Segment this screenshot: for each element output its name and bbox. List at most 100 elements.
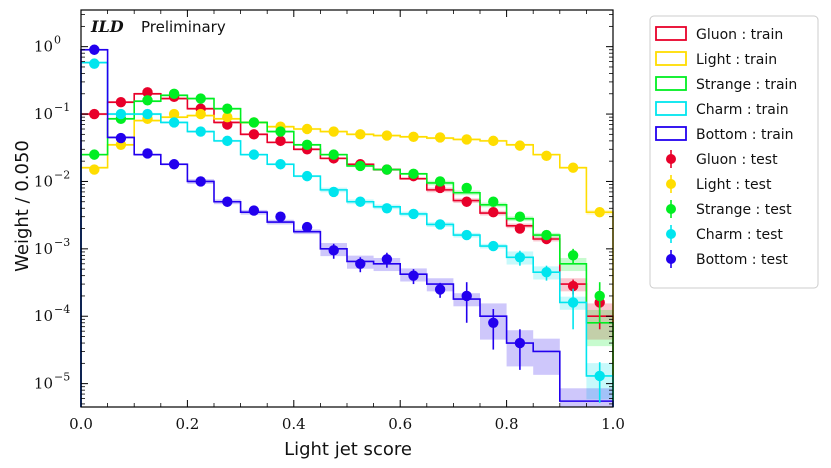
test-data-point [195,176,206,187]
train-uncertainty-band [559,388,587,407]
test-data-point [168,117,180,128]
test-data-point [328,149,339,160]
test-data-point [594,370,605,382]
test-data-point [328,245,339,256]
legend-test-label: Gluon : test [696,152,778,168]
test-data-point [514,337,526,349]
test-data-point [381,254,393,265]
test-data-point [168,88,180,99]
test-data-point [408,168,419,179]
test-data-point [115,132,127,144]
test-data-point [488,206,499,218]
test-data-point [434,219,446,230]
legend-test-label: Light : test [696,177,772,193]
test-data-point [434,284,446,295]
test-data-point [381,164,393,175]
test-data-point [89,149,100,160]
test-data-point [89,108,100,120]
test-data-point [248,205,260,216]
test-data-point [142,148,153,159]
y-tick-label: 10 [34,105,53,123]
y-tick-exponent: −3 [54,236,70,249]
test-data-point [142,95,153,106]
legend-train-swatch [655,76,687,91]
test-data-point [461,134,472,145]
test-data-point [142,87,153,98]
y-tick-label: 10 [34,38,53,56]
y-tick-exponent: −5 [54,371,70,384]
test-data-point [408,208,419,220]
test-data-point [168,108,180,120]
test-data-point [541,229,552,241]
test-data-point [195,126,206,137]
test-data-point [408,131,419,142]
test-data-point [594,290,605,302]
test-data-point [275,159,286,170]
test-data-point [355,258,366,269]
test-data-point [115,108,127,120]
test-data-point [514,211,526,222]
test-data-point [248,149,260,160]
test-data-point [488,196,499,207]
legend: Gluon : train Light : train Strange : trai… [649,15,819,289]
legend-test-label: Charm : test [696,227,783,243]
test-data-point [328,126,339,137]
test-data-point [89,58,100,69]
test-data-point [488,240,499,252]
legend-train-label: Charm : train [696,102,789,118]
test-data-point [541,267,552,278]
test-points [89,44,605,403]
legend-test-marker [666,204,676,214]
test-data-point [461,182,472,194]
x-tick-label: 1.0 [601,415,625,433]
test-data-point [222,196,233,207]
test-data-point [275,126,286,137]
test-data-point [248,117,260,128]
y-tick-exponent: −4 [54,303,70,316]
test-data-point [461,196,472,207]
test-data-point [328,186,339,198]
test-data-point [89,164,100,175]
legend-train-swatch [655,126,687,141]
x-tick-label: 0.0 [69,415,93,433]
y-tick-label: 10 [34,375,53,393]
test-data-point [541,150,552,162]
x-tick-label: 0.8 [495,415,519,433]
x-tick-label: 0.4 [282,415,306,433]
legend-train-swatch [655,26,687,41]
test-data-point [89,44,100,55]
test-data-point [275,211,286,222]
test-data-point [488,135,499,147]
test-data-point [355,196,366,207]
y-tick-exponent: −1 [54,101,70,114]
test-data-point [381,203,393,214]
test-data-point [567,162,579,173]
legend-train-label: Bottom : train [696,127,794,143]
test-data-point [222,119,233,130]
legend-test-label: Strange : test [696,202,792,218]
train-histogram-line [80,94,614,407]
legend-train-swatch [655,101,687,116]
legend-train-label: Strange : train [696,77,797,93]
legend-test-marker [666,229,676,239]
test-data-point [195,93,206,104]
test-data-point [567,280,579,292]
test-data-point [514,252,526,263]
legend-train-label: Light : train [696,52,777,68]
test-data-point [142,108,153,120]
x-axis-title: Light jet score [284,439,412,460]
test-data-point [514,140,526,151]
test-data-point [168,159,180,170]
legend-test-marker [666,179,676,189]
preliminary-label: Preliminary [141,18,226,36]
y-axis-title: Weight / 0.050 [12,140,33,272]
legend-train-label: Gluon : train [696,27,783,43]
y-tick-label: 10 [34,240,53,258]
test-data-point [355,129,366,140]
test-data-point [594,206,605,218]
test-data-point [222,103,233,114]
test-data-point [408,270,419,281]
y-tick-label: 10 [34,307,53,325]
